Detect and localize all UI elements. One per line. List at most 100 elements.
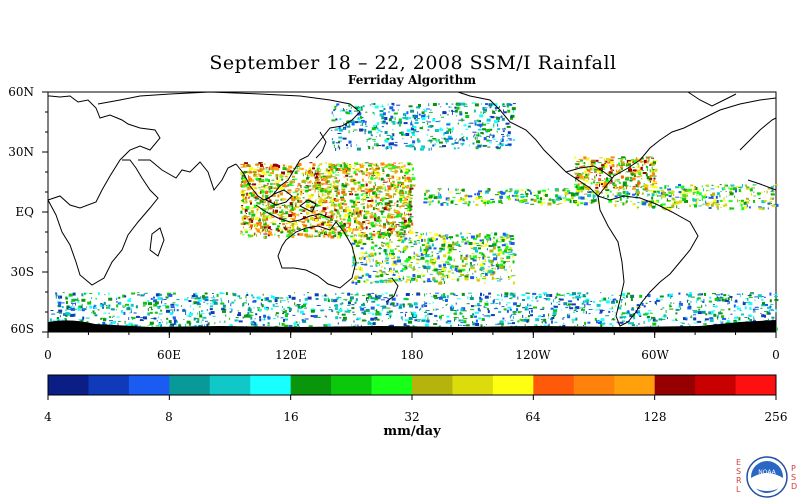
rain-pixel	[381, 235, 386, 238]
rain-pixel	[468, 200, 471, 203]
rain-pixel	[343, 184, 348, 188]
rain-pixel	[446, 263, 451, 265]
rain-pixel	[374, 143, 376, 146]
rain-pixel	[457, 188, 459, 192]
rain-pixel	[319, 198, 324, 202]
rain-pixel	[482, 246, 486, 247]
rain-pixel	[307, 292, 310, 294]
rain-pixel	[685, 316, 687, 319]
rain-pixel	[507, 138, 512, 140]
rain-pixel	[247, 223, 250, 226]
rain-pixel	[460, 270, 465, 272]
rain-pixel	[203, 301, 206, 303]
rain-pixel	[343, 223, 347, 227]
rain-pixel	[353, 209, 355, 212]
rain-pixel	[433, 323, 438, 325]
rain-pixel	[403, 175, 406, 177]
rain-pixel	[381, 271, 383, 274]
rain-pixel	[668, 192, 672, 194]
rain-pixel	[356, 292, 359, 295]
rain-pixel	[272, 169, 274, 172]
rain-pixel	[492, 109, 494, 111]
rain-pixel	[157, 316, 159, 319]
rain-pixel	[344, 310, 348, 313]
rain-pixel	[429, 273, 433, 275]
rain-pixel	[705, 185, 710, 187]
rain-pixel	[272, 223, 277, 225]
rain-pixel	[351, 304, 355, 306]
rain-pixel	[736, 293, 741, 295]
rain-pixel	[516, 193, 518, 197]
rain-pixel	[373, 125, 377, 127]
rain-pixel	[475, 146, 479, 150]
rain-pixel	[376, 171, 380, 174]
rain-pixel	[95, 297, 97, 300]
rain-pixel	[512, 322, 515, 325]
rain-pixel	[489, 237, 492, 241]
rain-pixel	[501, 202, 504, 204]
rain-pixel	[457, 269, 462, 273]
rain-pixel	[338, 297, 342, 299]
rain-pixel	[405, 133, 410, 136]
rain-pixel	[256, 297, 258, 299]
rain-pixel	[94, 306, 97, 309]
rain-pixel	[319, 175, 322, 179]
rain-pixel	[423, 238, 426, 242]
rain-pixel	[263, 214, 265, 217]
rain-pixel	[258, 178, 262, 180]
rain-pixel	[389, 205, 392, 207]
rain-pixel	[282, 313, 285, 315]
rain-pixel	[760, 313, 762, 314]
rain-pixel	[298, 167, 303, 170]
rain-pixel	[316, 235, 320, 237]
rain-pixel	[281, 171, 285, 175]
rain-pixel	[483, 270, 485, 272]
rain-pixel	[346, 178, 348, 182]
rain-pixel	[507, 306, 512, 309]
rain-pixel	[387, 215, 391, 218]
rain-pixel	[395, 179, 400, 181]
rain-pixel	[350, 175, 353, 177]
rain-pixel	[59, 315, 61, 318]
rain-pixel	[477, 129, 481, 131]
rain-pixel	[458, 267, 461, 270]
rain-pixel	[284, 314, 288, 318]
rain-pixel	[476, 278, 481, 281]
rain-pixel	[415, 279, 418, 282]
rain-pixel	[611, 294, 614, 296]
rain-pixel	[536, 300, 539, 302]
rain-pixel	[450, 251, 453, 253]
rain-pixel	[348, 140, 352, 144]
rain-pixel	[122, 305, 126, 307]
rain-pixel	[510, 314, 512, 317]
rain-pixel	[324, 315, 327, 317]
rain-pixel	[391, 109, 395, 112]
rain-pixel	[400, 236, 404, 238]
rain-pixel	[341, 292, 345, 294]
rain-pixel	[168, 293, 173, 297]
rain-pixel	[172, 316, 175, 319]
rain-pixel	[583, 325, 584, 327]
rain-pixel	[747, 295, 752, 297]
rain-pixel	[463, 105, 468, 107]
rain-pixel	[373, 163, 376, 166]
rain-pixel	[307, 296, 312, 300]
rain-pixel	[262, 204, 265, 206]
rain-pixel	[292, 229, 295, 232]
rain-pixel	[91, 312, 93, 314]
rain-pixel	[506, 309, 509, 313]
rain-pixel	[139, 318, 143, 320]
rain-pixel	[722, 321, 724, 325]
rain-pixel	[377, 295, 382, 297]
rain-pixel	[204, 324, 206, 327]
rain-pixel	[549, 294, 553, 297]
rain-pixel	[389, 249, 394, 253]
rain-pixel	[328, 165, 333, 169]
rain-pixel	[70, 307, 75, 311]
rain-pixel	[272, 303, 275, 307]
rain-pixel	[271, 179, 275, 181]
rain-pixel	[313, 224, 316, 226]
rain-pixel	[459, 192, 461, 194]
rain-pixel	[325, 175, 328, 177]
rain-pixel	[251, 213, 256, 217]
